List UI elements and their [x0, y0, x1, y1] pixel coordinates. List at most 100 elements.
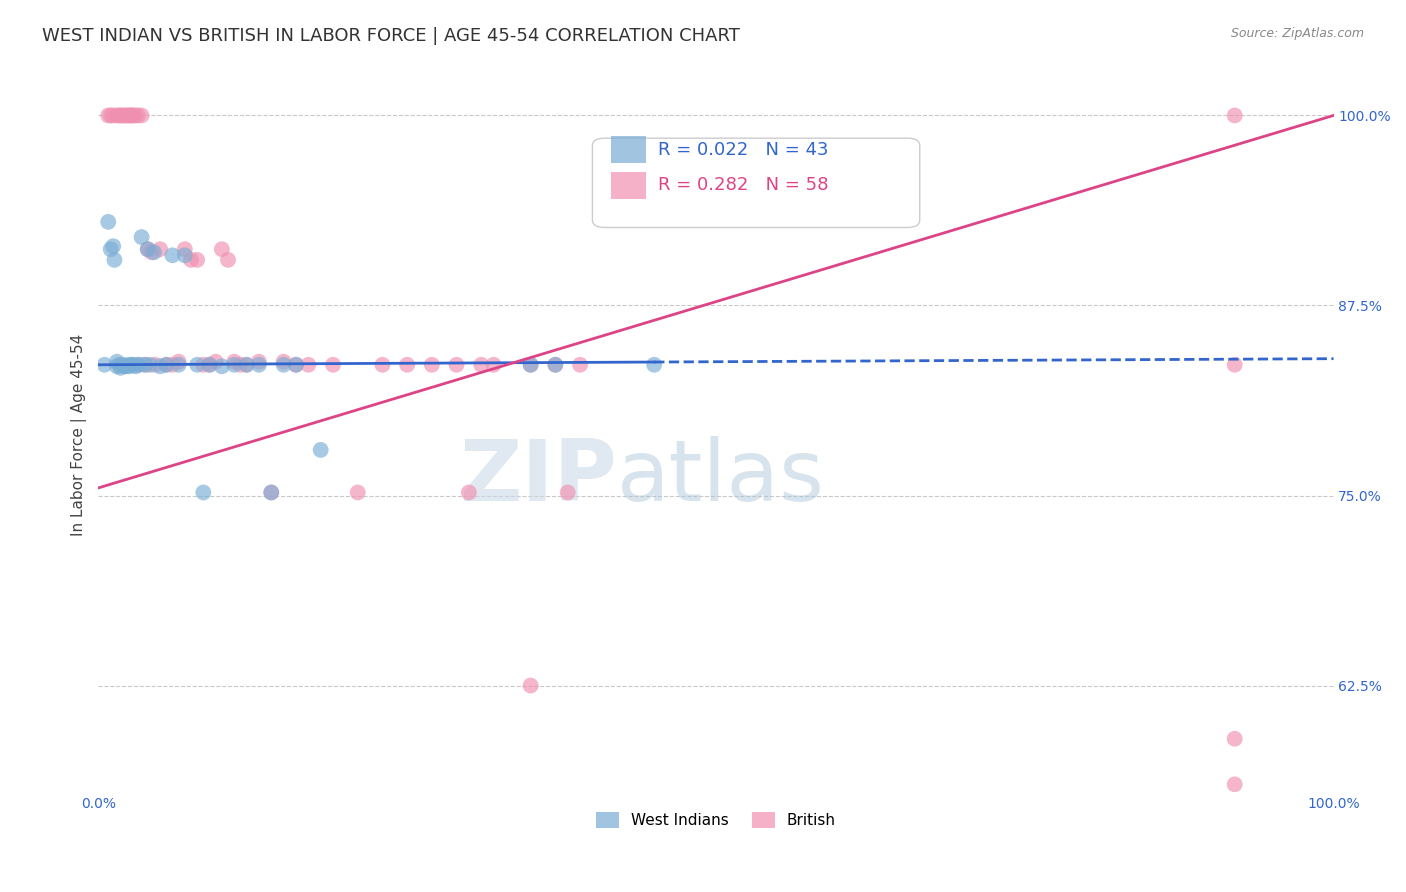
Point — [519, 679, 541, 693]
Point — [112, 108, 135, 122]
Point — [121, 358, 143, 372]
Point — [309, 442, 332, 457]
Point — [155, 358, 177, 372]
Point — [193, 485, 215, 500]
Point — [482, 358, 505, 372]
Point — [198, 358, 221, 372]
Point — [114, 359, 136, 374]
Point — [141, 245, 163, 260]
Point — [118, 108, 141, 122]
Point — [297, 358, 319, 372]
Point — [131, 108, 153, 122]
Point — [127, 358, 149, 372]
Text: ZIP: ZIP — [460, 436, 617, 519]
Point — [224, 358, 246, 372]
Point — [285, 358, 308, 372]
Point — [131, 230, 153, 244]
Point — [235, 358, 257, 372]
Point — [114, 108, 136, 122]
Point — [1223, 358, 1246, 372]
Point — [97, 215, 120, 229]
FancyBboxPatch shape — [592, 138, 920, 227]
Point — [247, 358, 270, 372]
Point — [112, 358, 135, 372]
Y-axis label: In Labor Force | Age 45-54: In Labor Force | Age 45-54 — [72, 334, 87, 536]
Point — [457, 485, 479, 500]
Point — [128, 358, 150, 372]
Point — [110, 108, 132, 122]
Point — [1223, 108, 1246, 122]
Point — [273, 358, 295, 372]
Point — [127, 108, 149, 122]
Point — [134, 358, 156, 372]
Point — [173, 242, 195, 256]
Point — [204, 355, 226, 369]
Point — [108, 108, 131, 122]
Point — [544, 358, 567, 372]
Legend: West Indians, British: West Indians, British — [591, 806, 842, 834]
Point — [396, 358, 419, 372]
Point — [134, 358, 156, 372]
Text: WEST INDIAN VS BRITISH IN LABOR FORCE | AGE 45-54 CORRELATION CHART: WEST INDIAN VS BRITISH IN LABOR FORCE | … — [42, 27, 740, 45]
Point — [105, 108, 128, 122]
Point — [446, 358, 468, 372]
Text: R = 0.022   N = 43: R = 0.022 N = 43 — [658, 141, 828, 159]
Text: Source: ZipAtlas.com: Source: ZipAtlas.com — [1230, 27, 1364, 40]
Point — [569, 358, 592, 372]
Point — [235, 358, 257, 372]
Point — [544, 358, 567, 372]
Bar — [612, 172, 645, 199]
Point — [643, 358, 665, 372]
Point — [97, 108, 120, 122]
Point — [142, 245, 165, 260]
Point — [173, 248, 195, 262]
Point — [112, 359, 135, 374]
Point — [470, 358, 492, 372]
Point — [1223, 777, 1246, 791]
Point — [105, 359, 128, 374]
Point — [217, 252, 239, 267]
Point — [186, 252, 208, 267]
Point — [247, 355, 270, 369]
Point — [371, 358, 394, 372]
Point — [211, 359, 233, 374]
Point — [557, 485, 579, 500]
Point — [322, 358, 344, 372]
Point — [155, 358, 177, 372]
Bar — [612, 136, 645, 163]
Point — [149, 359, 172, 374]
Point — [122, 358, 145, 372]
Point — [519, 358, 541, 372]
Point — [180, 252, 202, 267]
Point — [149, 242, 172, 256]
Point — [110, 360, 132, 375]
Point — [260, 485, 283, 500]
Point — [105, 355, 128, 369]
Point — [124, 359, 146, 374]
Point — [100, 242, 122, 256]
Point — [346, 485, 368, 500]
Point — [136, 242, 159, 256]
Point — [139, 358, 162, 372]
Point — [162, 358, 184, 372]
Point — [143, 358, 166, 372]
Text: R = 0.282   N = 58: R = 0.282 N = 58 — [658, 177, 828, 194]
Point — [93, 358, 115, 372]
Point — [273, 355, 295, 369]
Point — [260, 485, 283, 500]
Point — [519, 358, 541, 372]
Point — [100, 108, 122, 122]
Point — [136, 242, 159, 256]
Point — [224, 355, 246, 369]
Point — [120, 108, 142, 122]
Point — [118, 359, 141, 374]
Point — [121, 108, 143, 122]
Point — [118, 358, 141, 372]
Point — [108, 358, 131, 372]
Point — [167, 355, 190, 369]
Point — [101, 239, 124, 253]
Point — [101, 108, 124, 122]
Point — [198, 358, 221, 372]
Point — [229, 358, 252, 372]
Point — [211, 242, 233, 256]
